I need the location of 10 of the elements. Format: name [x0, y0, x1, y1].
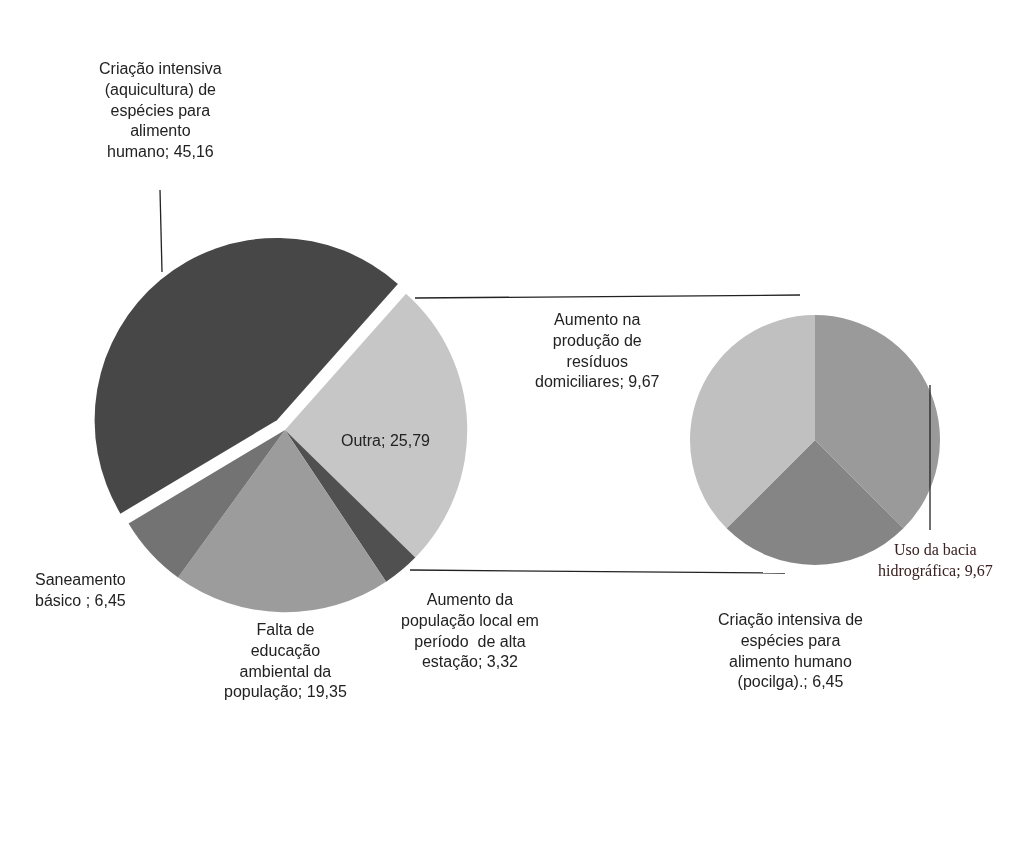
- slice-label: Falta de educação ambiental da população; 19,35: [224, 621, 347, 701]
- slice-label: Criação intensiva (aquicultura) de espécies para alimento humano; 45,16: [99, 60, 222, 161]
- slice-label: Aumento da população local em período de alta estação; 3,32: [401, 591, 539, 671]
- slice-label: Criação intensiva de espécies para alimento humano (pocilga).; 6,45: [718, 611, 864, 691]
- slice-label: Aumento na produção de resíduos domiciliares; 9,67: [535, 311, 660, 391]
- slice-label: Saneamento básico ; 6,45: [35, 571, 126, 609]
- slice-label: Outra; 25,79: [341, 432, 431, 449]
- pie-slice: [690, 315, 815, 529]
- pie-slice: [815, 315, 940, 529]
- slice-label: Uso da bacia hidrográfica; 9,67: [878, 541, 993, 580]
